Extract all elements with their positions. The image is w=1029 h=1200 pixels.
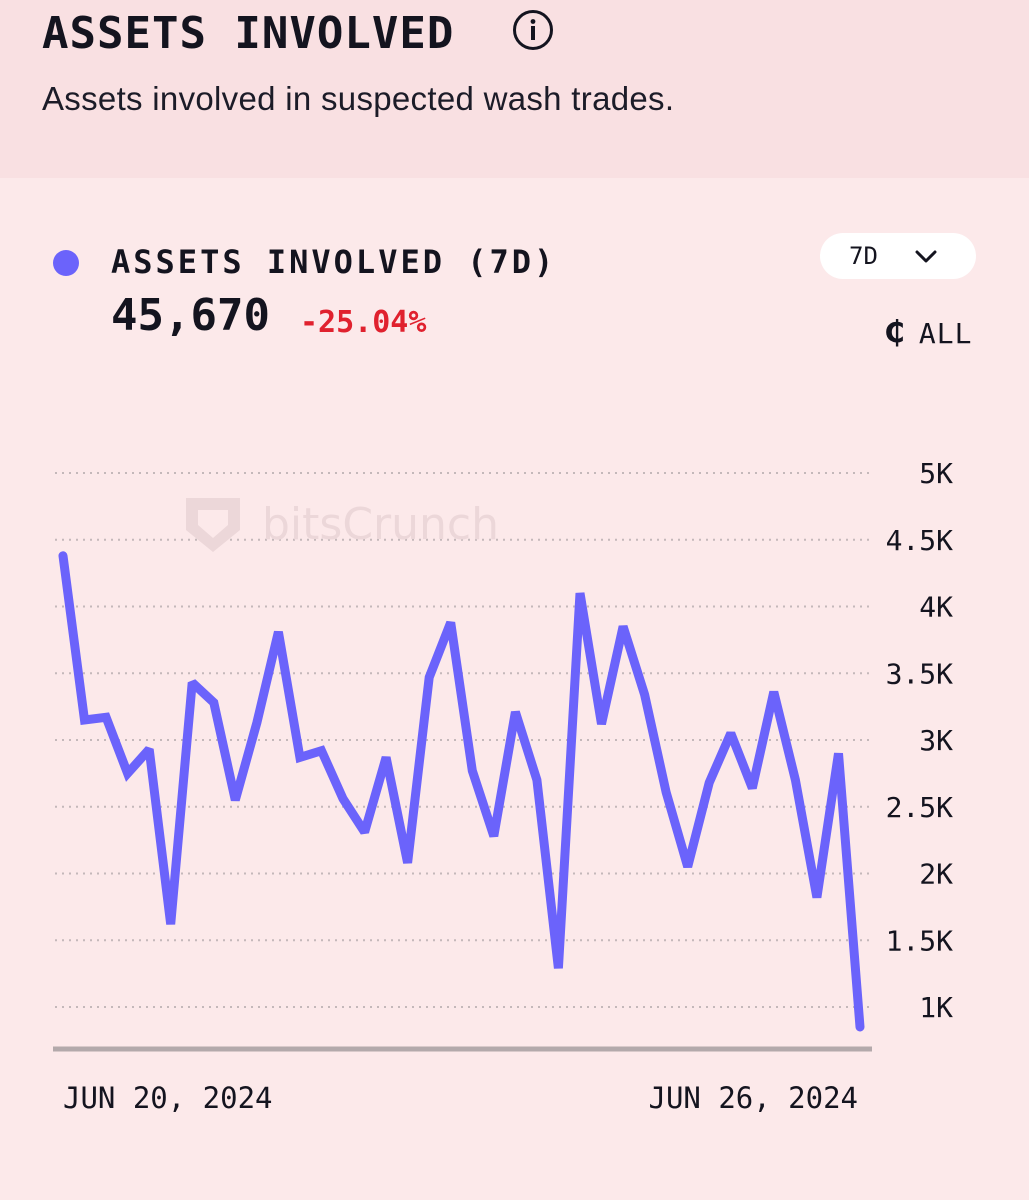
bitscrunch-watermark: bitsCrunch <box>186 498 499 552</box>
coin-icon: ₵ <box>884 315 905 350</box>
y-tick-label: 2K <box>919 858 953 891</box>
y-tick-label: 2.5K <box>886 791 954 824</box>
chain-filter-label: ALL <box>918 316 973 350</box>
y-axis-ticks: 1K 1.5K 2K 2.5K 3K 3.5K 4K 4.5K 5K <box>886 457 954 1024</box>
page-subtitle: Assets involved in suspected wash trades… <box>42 80 675 117</box>
watermark-text: bitsCrunch <box>262 499 499 550</box>
y-tick-label: 5K <box>919 457 953 490</box>
chevron-down-icon <box>915 250 937 263</box>
time-range-value: 7D <box>849 242 878 270</box>
series-legend-dot <box>53 250 79 276</box>
x-tick-label: JUN 26, 2024 <box>648 1081 858 1115</box>
metric-label: ASSETS INVOLVED (7D) <box>111 243 557 281</box>
time-range-select[interactable]: 7D <box>820 233 976 279</box>
y-tick-label: 1K <box>919 991 953 1024</box>
y-tick-label: 1.5K <box>886 924 954 957</box>
info-circle-icon[interactable] <box>512 9 554 51</box>
series-group <box>58 551 865 1032</box>
x-axis-ticks: JUN 20, 2024 JUN 26, 2024 <box>63 1081 858 1115</box>
y-tick-label: 4.5K <box>886 524 954 557</box>
metric-change: -25.04% <box>300 305 427 340</box>
y-tick-label: 3K <box>919 724 953 757</box>
bitscrunch-logo-icon <box>186 498 240 552</box>
y-tick-label: 3.5K <box>886 657 954 690</box>
metric-value: 45,670 <box>111 290 270 341</box>
page-title: ASSETS INVOLVED <box>42 8 455 59</box>
y-tick-label: 4K <box>919 591 953 624</box>
chain-filter-button[interactable]: ₵ ALL <box>884 315 972 351</box>
x-tick-label: JUN 20, 2024 <box>63 1081 273 1115</box>
series-line <box>58 551 865 1032</box>
